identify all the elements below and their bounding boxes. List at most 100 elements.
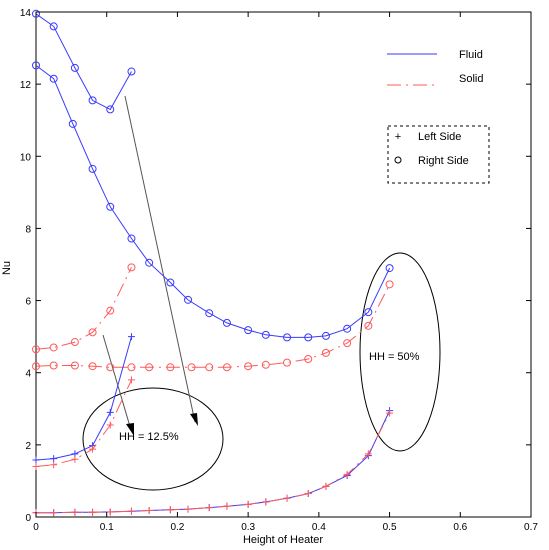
data-point [50,509,58,517]
y-tick-label: 12 [20,80,32,91]
legend-plus-marker: + [395,131,401,143]
data-point [283,494,291,502]
plot-area [35,11,532,518]
data-point [49,22,58,31]
y-tick-label: 14 [20,8,32,19]
y-tick-label: 0 [25,513,31,524]
legend-fluid-label: Fluid [459,49,483,61]
data-point [364,308,373,317]
data-point [343,470,351,478]
data-point [32,61,40,70]
data-point [88,96,97,105]
data-point [32,362,40,371]
x-tick-label: 0.7 [524,522,538,533]
data-point [106,306,115,315]
hh-12-5-ellipse [82,387,224,491]
data-point [166,278,175,287]
data-point [49,361,58,370]
x-tick-label: 0.5 [383,522,397,533]
data-point [50,461,58,469]
data-point [222,363,231,372]
y-tick-label: 6 [25,297,31,308]
data-point [322,482,330,490]
data-point [49,343,58,352]
data-point [223,502,231,510]
data-point [343,339,352,348]
data-point [166,506,174,514]
series-line [35,65,391,338]
data-point [261,360,270,369]
data-point [89,508,97,516]
data-point [364,321,373,330]
annotation-arrows [102,95,198,436]
data-point [261,330,270,339]
legend-right-side-label: Right Side [418,155,469,167]
x-tick-label: 0.1 [100,522,114,533]
y-tick-label: 2 [25,441,31,452]
y-tick-label: 8 [25,224,31,235]
data-point [106,202,115,211]
arrow-line-solid [102,334,132,431]
x-tick-label: 0 [33,522,39,533]
legend-circle-marker [394,156,402,164]
data-point [127,67,136,76]
data-point [222,318,231,327]
data-point [166,363,175,372]
annotation-ellipses [82,252,441,491]
data-point [32,463,40,470]
data-point [127,363,136,372]
legend-solid-label: Solid [459,73,483,85]
data-point [127,234,136,243]
series-fluid-right-side [32,9,136,114]
data-point [385,280,394,289]
data-point [304,355,313,364]
data-point [127,507,135,515]
data-point [244,362,253,371]
data-point [262,498,270,506]
data-point [244,500,252,508]
y-tick-label: 4 [25,369,31,380]
series-solid-right-side [32,263,136,354]
data-point [106,508,114,516]
annotation-hh-12-5: HH = 12.5% [119,431,179,443]
data-point [321,331,330,340]
data-point [145,258,154,267]
series-solid-left-side [32,376,135,470]
data-point [205,309,214,318]
data-point [32,345,40,354]
x-tick-label: 0.2 [170,522,184,533]
hh-50-ellipse [359,252,441,452]
y-tick-label: 10 [20,152,32,163]
data-point [32,456,40,464]
x-axis-label: Height of Heater [243,534,323,546]
data-point [205,504,213,512]
arrow-head-fluid [190,413,198,426]
data-point [127,263,136,272]
series-solid-right-side [32,280,394,372]
x-tick-label: 0.4 [312,522,326,533]
data-point [304,333,313,342]
legend: Fluid Solid + Left Side Right Side [387,49,490,184]
data-point [304,490,312,498]
data-point [145,363,154,372]
data-point [283,358,292,367]
data-point [386,409,394,417]
data-point [184,295,193,304]
data-point [70,361,79,370]
series-fluid-right-side [32,61,394,342]
data-point [127,333,135,341]
data-point [145,507,153,515]
data-point [68,119,77,128]
data-point [88,328,97,337]
legend-left-side-label: Left Side [418,131,461,143]
data-point [89,445,97,453]
data-point [244,326,253,335]
axes-layer: 0 0.1 0.2 0.3 0.4 0.5 0.6 0.7 0 2 4 6 8 10 12 14 [20,8,539,533]
arrow-head-solid [126,423,134,436]
data-point [283,333,292,342]
data-point [50,455,58,463]
annotation-hh-50: HH = 50% [369,351,420,363]
data-point [88,362,97,371]
x-tick-label: 0.3 [241,522,255,533]
